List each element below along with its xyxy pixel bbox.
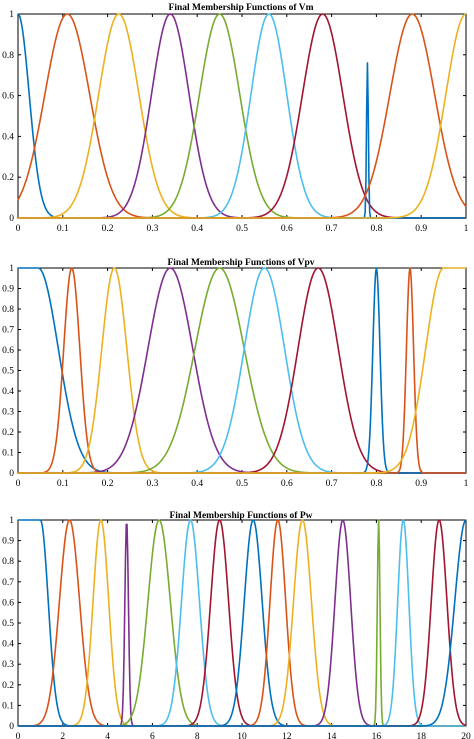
y-tick-label: 0.8 [2, 557, 14, 567]
x-tick-label: 6 [150, 732, 155, 739]
x-tick-label: 0.4 [191, 224, 203, 234]
x-tick-label: 0 [16, 732, 21, 739]
x-tick-label: 4 [105, 732, 110, 739]
chart-title: Final Membership Functions of Vpv [167, 258, 314, 268]
chart-vpv: Final Membership Functions of Vpv 0 0.1 0.… [2, 258, 469, 489]
x-tick-label: 0.6 [281, 224, 293, 234]
x-tick-label: 0.9 [415, 479, 427, 489]
y-tick-label: 0.1 [2, 449, 14, 459]
y-tick-label: 0.7 [2, 326, 14, 336]
y-tick-label: 0.9 [2, 537, 14, 547]
plot-frame [17, 267, 467, 474]
y-tick-label: 1 [9, 516, 14, 526]
y-tick-label: 0 [9, 469, 14, 479]
x-tick-label: 0.7 [326, 224, 338, 234]
chart-title: Final Membership Functions of Pw [169, 511, 312, 521]
x-tick-label: 8 [195, 732, 200, 739]
chart-title: Final Membership Functions of Vm [169, 3, 314, 13]
membership-curve-2 [17, 267, 467, 474]
x-tick-label: 0.9 [415, 224, 427, 234]
y-tick-label: 0.2 [2, 428, 14, 438]
y-tick-label: 0.6 [2, 598, 14, 608]
x-tick-label: 0.4 [191, 479, 203, 489]
y-tick-label: 0.7 [2, 578, 14, 588]
x-tick-label: 16 [372, 732, 382, 739]
x-tick-label: 0.1 [57, 479, 69, 489]
x-tick-label: 2 [60, 732, 65, 739]
membership-curve-4 [17, 267, 467, 474]
membership-curve-15 [17, 519, 467, 727]
membership-curve-8 [17, 267, 467, 474]
y-tick-label: 0.2 [2, 681, 14, 691]
y-tick-label: 1 [9, 264, 14, 274]
x-tick-label: 0.2 [102, 479, 114, 489]
y-tick-label: 0.6 [2, 346, 14, 356]
y-tick-label: 0.8 [2, 51, 14, 61]
x-tick-label: 0.3 [146, 224, 158, 234]
y-tick-label: 0.4 [2, 132, 14, 142]
y-tick-label: 0.1 [2, 701, 14, 711]
x-tick-label: 0.7 [326, 479, 338, 489]
x-tick-label: 0.8 [370, 224, 382, 234]
y-tick-label: 0.5 [2, 367, 14, 377]
y-tick-label: 0.2 [2, 173, 14, 183]
y-tick-label: 0.8 [2, 305, 14, 315]
x-tick-label: 0.5 [236, 224, 248, 234]
membership-curve-5 [17, 267, 467, 474]
x-tick-label: 0.6 [281, 479, 293, 489]
x-tick-label: 1 [464, 224, 469, 234]
membership-curve-6 [17, 267, 467, 474]
membership-curve-1 [17, 267, 467, 474]
y-tick-label: 0.6 [2, 92, 14, 102]
membership-curve-7 [17, 267, 467, 474]
membership-curve-9 [17, 13, 467, 219]
membership-curve-10 [17, 267, 467, 474]
x-tick-label: 0.2 [102, 224, 114, 234]
x-tick-label: 0.5 [236, 479, 248, 489]
x-tick-label: 1 [464, 479, 469, 489]
membership-curve-10 [17, 13, 467, 219]
x-tick-label: 0.3 [146, 479, 158, 489]
x-tick-label: 14 [327, 732, 337, 739]
membership-curve-9 [17, 267, 467, 474]
x-tick-label: 20 [461, 732, 471, 739]
y-tick-label: 0.4 [2, 640, 14, 650]
y-tick-label: 0.5 [2, 619, 14, 629]
x-tick-label: 0.8 [370, 479, 382, 489]
y-tick-label: 0 [9, 214, 14, 224]
y-tick-label: 0 [9, 722, 14, 732]
membership-curve-8 [17, 62, 467, 219]
x-tick-label: 0 [16, 479, 21, 489]
x-tick-label: 0.1 [57, 224, 69, 234]
y-tick-label: 0.4 [2, 387, 14, 397]
y-tick-label: 0.3 [2, 408, 14, 418]
y-tick-label: 0.9 [2, 285, 14, 295]
y-tick-label: 0.3 [2, 660, 14, 670]
x-tick-label: 0 [16, 224, 21, 234]
chart-pw: Final Membership Functions of Pw 0 2 4 6 8 10… [2, 511, 471, 739]
x-tick-label: 10 [237, 732, 247, 739]
chart-vm: Final Membership Functions of Vm 0 0.1 0.2… [2, 3, 469, 234]
x-tick-label: 18 [416, 732, 426, 739]
x-tick-label: 12 [282, 732, 292, 739]
membership-curve-3 [17, 267, 467, 474]
y-tick-label: 1 [9, 10, 14, 20]
